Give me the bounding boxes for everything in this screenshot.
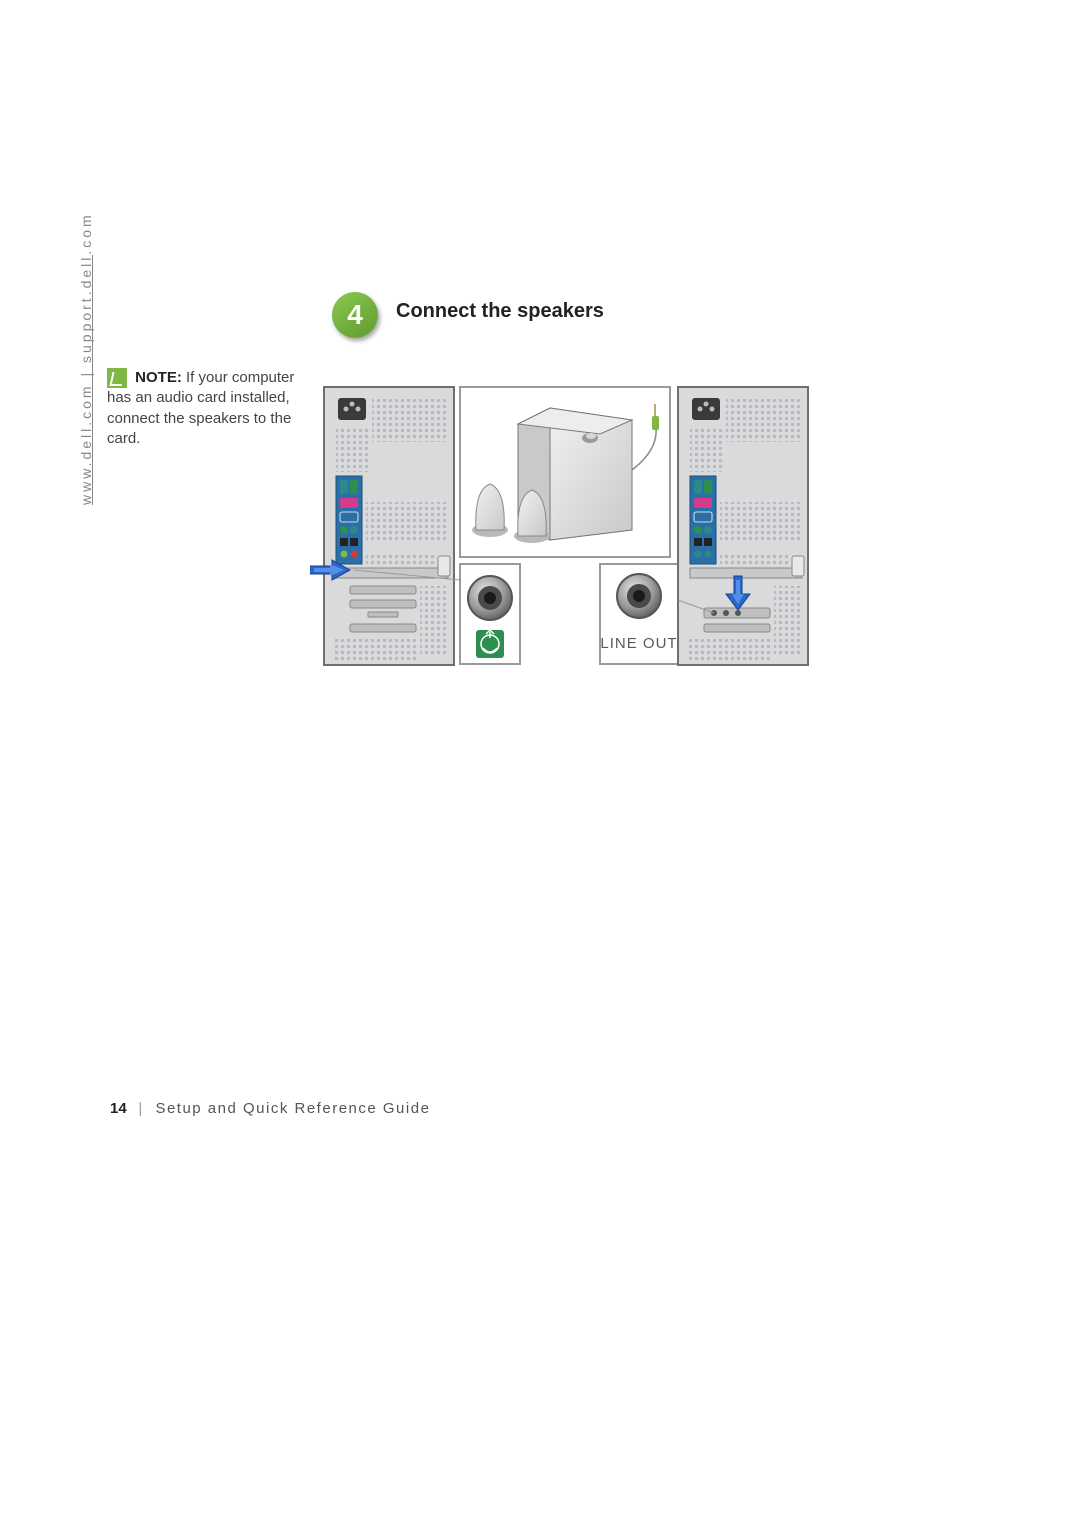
callout-lineout-jack: LINE OUT <box>600 564 678 664</box>
footer-title: Setup and Quick Reference Guide <box>155 1100 430 1117</box>
speaker-set <box>460 387 670 557</box>
page-footer: 14 | Setup and Quick Reference Guide <box>110 1100 430 1117</box>
note-block: NOTE: If your computer has an audio card… <box>107 368 297 449</box>
note-icon <box>107 368 127 388</box>
footer-separator: | <box>138 1100 143 1117</box>
sidebar-url: www.dell.com | support.dell.com <box>78 212 94 505</box>
note-label: NOTE: <box>135 369 182 386</box>
step-title: Connect the speakers <box>396 300 604 323</box>
callout-integrated-jack <box>460 564 520 664</box>
speaker-connection-diagram: LINE OUT <box>310 380 823 672</box>
tower-right <box>678 387 808 665</box>
lineout-label: LINE OUT <box>600 635 677 652</box>
tower-left <box>310 387 454 665</box>
page-number: 14 <box>110 1100 127 1117</box>
step-number-badge: 4 <box>332 292 378 338</box>
